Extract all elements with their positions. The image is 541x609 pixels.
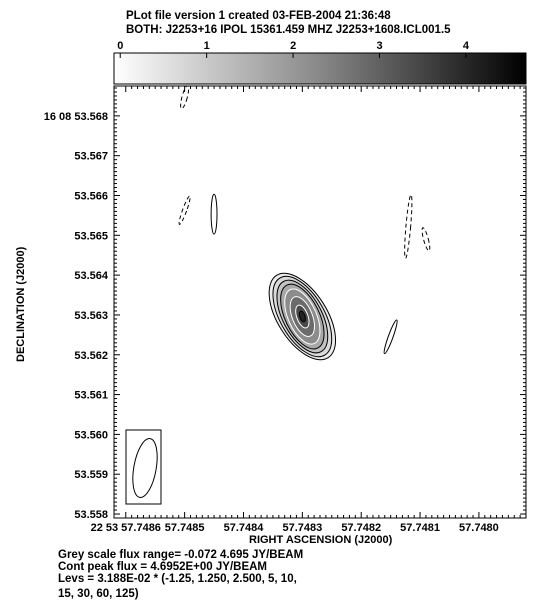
- x-axis-label: RIGHT ASCENSION (J2000): [249, 534, 393, 546]
- contour-lines: [178, 86, 431, 361]
- y-tick-label: 53.567: [74, 151, 108, 163]
- colorbar-tick-label: 2: [290, 40, 296, 52]
- axes-ticks: 22 53 57.7486 57.7485 57.7484 57.7483 57.748…: [44, 86, 527, 534]
- y-tick-label: 53.560: [74, 429, 108, 441]
- footer-line-3: Levs = 3.188E-02 * (-1.25, 1.250, 2.500,…: [58, 573, 297, 585]
- negative-contour: [180, 86, 190, 110]
- contour-level: [272, 275, 333, 358]
- y-tick-label: 16 08 53.568: [44, 111, 108, 123]
- colorbar-tick-label: 1: [204, 40, 210, 52]
- contour-level: [280, 283, 325, 350]
- y-tick-label: 53.559: [74, 469, 108, 481]
- beam-shape: [132, 438, 158, 498]
- x-tick-label: 57.7481: [400, 522, 440, 534]
- negative-contour: [404, 194, 413, 259]
- beam-ellipse: [132, 438, 158, 498]
- colorbar-wedge: [113, 52, 527, 85]
- header-line-1: PLot file version 1 created 03-FEB-2004 …: [126, 10, 391, 22]
- colorbar-tick-label: 3: [377, 40, 383, 52]
- contour-level: [289, 296, 316, 337]
- header-line-2: BOTH: J2253+16 IPOL 15361.459 MHZ J2253+…: [126, 24, 451, 36]
- contour-level: [298, 310, 306, 323]
- positive-noise-contour: [210, 193, 218, 235]
- y-axis-label: DECLINATION (J2000): [15, 246, 27, 362]
- y-tick-label: 53.561: [74, 390, 108, 402]
- footer-line-1: Grey scale flux range= -0.072 4.695 JY/B…: [58, 549, 304, 561]
- negative-contour: [178, 195, 191, 225]
- beam-box: [125, 429, 162, 505]
- contour-level: [295, 304, 310, 329]
- contour-level: [276, 279, 329, 354]
- y-tick-label: 53.558: [74, 509, 108, 521]
- y-tick-label: 53.562: [74, 350, 108, 362]
- x-tick-label: 57.7482: [341, 522, 381, 534]
- colorbar-tick-label: 0: [117, 40, 123, 52]
- colorbar-ticks: 0 1 2 3 4: [117, 40, 470, 58]
- x-tick-label: 57.7480: [459, 522, 499, 534]
- x-tick-label: 57.7484: [224, 522, 265, 534]
- x-tick-label: 22 53 57.7486: [91, 522, 161, 534]
- x-tick-label: 57.7485: [165, 522, 205, 534]
- footer-line-4: 15, 30, 60, 125): [58, 588, 139, 600]
- y-tick-label: 53.565: [74, 230, 108, 242]
- y-tick-label: 53.564: [74, 270, 109, 282]
- contour-level: [268, 272, 337, 361]
- negative-contour: [421, 227, 431, 252]
- positive-noise-contour: [383, 319, 398, 355]
- contour-level: [284, 288, 321, 345]
- y-tick-label: 53.566: [74, 190, 108, 202]
- colorbar-tick-label: 4: [463, 40, 470, 52]
- footer-line-2: Cont peak flux = 4.6952E+00 JY/BEAM: [58, 561, 268, 573]
- x-tick-label: 57.7483: [282, 522, 322, 534]
- y-tick-label: 53.563: [74, 310, 108, 322]
